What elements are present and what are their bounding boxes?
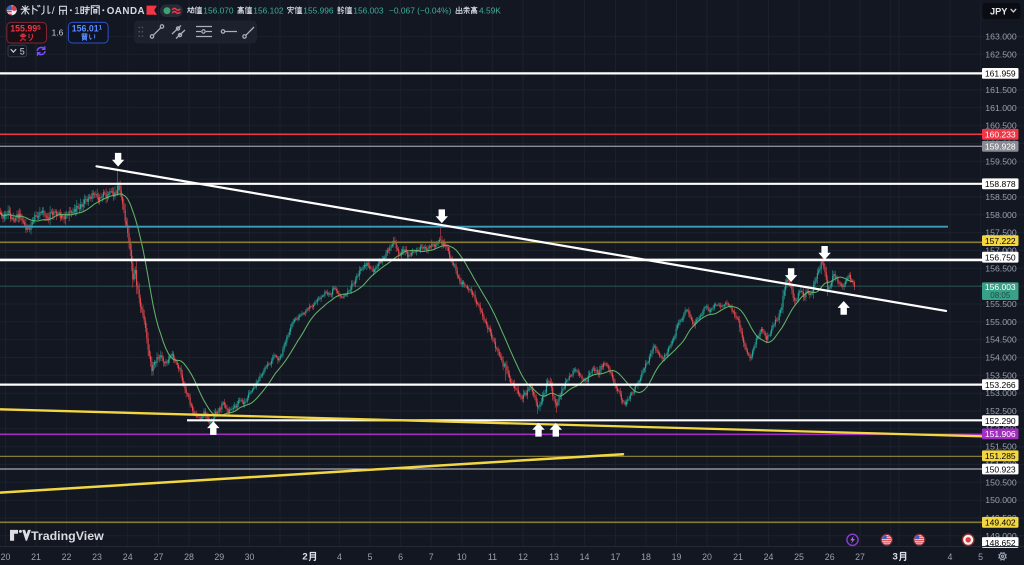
svg-text:153.500: 153.500 [985,370,1017,380]
svg-text:153.266: 153.266 [985,380,1016,390]
svg-text:150.500: 150.500 [985,477,1017,487]
svg-text:155.000: 155.000 [985,317,1017,327]
svg-text:3: 3 [893,551,898,562]
svg-text:TradingView: TradingView [31,529,104,543]
svg-text:4: 4 [337,552,342,562]
svg-text:155.996: 155.996 [303,6,334,16]
svg-text:5: 5 [20,47,25,57]
svg-text:151.906: 151.906 [985,429,1016,439]
svg-text:151.285: 151.285 [985,451,1016,461]
svg-text:151.500: 151.500 [985,442,1017,452]
svg-text:154.000: 154.000 [985,353,1017,363]
svg-text:4.59K: 4.59K [479,6,501,16]
svg-text:156.003: 156.003 [985,282,1016,292]
svg-text:154.500: 154.500 [985,335,1017,345]
svg-text:148.652: 148.652 [985,538,1016,548]
svg-text:11: 11 [488,552,497,562]
svg-text:29: 29 [214,552,224,562]
svg-text:156.102: 156.102 [253,6,284,16]
svg-text:24: 24 [123,552,133,562]
svg-text:156.011: 156.011 [72,24,103,34]
svg-text:26: 26 [825,552,835,562]
svg-text:10: 10 [457,552,467,562]
svg-text:14: 14 [580,552,590,562]
svg-text:−0.067 (−0.04%): −0.067 (−0.04%) [389,6,452,16]
svg-text:JPY: JPY [990,6,1007,16]
svg-text:160.500: 160.500 [985,121,1017,131]
svg-text:159.500: 159.500 [985,156,1017,166]
svg-text:6: 6 [398,552,403,562]
svg-text:149.000: 149.000 [985,531,1017,541]
svg-text:158.500: 158.500 [985,192,1017,202]
svg-text:162.500: 162.500 [985,49,1017,59]
svg-text:21: 21 [733,552,743,562]
svg-text:5: 5 [368,552,373,562]
svg-text:153.000: 153.000 [985,388,1017,398]
svg-text:17: 17 [611,552,621,562]
svg-text:157.000: 157.000 [985,246,1017,256]
svg-text:20: 20 [1,552,11,562]
svg-text:23: 23 [92,552,102,562]
svg-text:13: 13 [549,552,559,562]
svg-text:/: / [52,5,55,17]
svg-text:161.500: 161.500 [985,85,1017,95]
svg-text:1: 1 [74,6,80,17]
svg-text:156.070: 156.070 [203,6,234,16]
svg-text:150.923: 150.923 [985,464,1016,474]
svg-text:160.233: 160.233 [985,130,1016,140]
svg-text:28: 28 [184,552,194,562]
svg-text:30: 30 [245,552,255,562]
svg-text:157.222: 157.222 [985,236,1016,246]
svg-text:152.500: 152.500 [985,406,1017,416]
svg-text:157.500: 157.500 [985,228,1017,238]
svg-text:27: 27 [154,552,164,562]
svg-text:156.750: 156.750 [985,253,1016,263]
svg-text:25: 25 [794,552,804,562]
svg-text:5: 5 [978,552,983,562]
svg-text:158.000: 158.000 [985,210,1017,220]
svg-text:163.000: 163.000 [985,32,1017,42]
svg-text:24: 24 [764,552,774,562]
svg-text:149.402: 149.402 [985,518,1016,528]
svg-text:22: 22 [62,552,72,562]
svg-text:156.003: 156.003 [353,6,384,16]
svg-text:158.878: 158.878 [985,179,1016,189]
svg-text:19: 19 [672,552,682,562]
svg-text:155.995: 155.995 [10,24,41,34]
svg-text:OANDA: OANDA [107,6,145,17]
svg-text:156.500: 156.500 [985,263,1017,273]
svg-text:1.6: 1.6 [52,28,64,38]
svg-text:7: 7 [429,552,434,562]
svg-text:18: 18 [641,552,651,562]
svg-text:161.959: 161.959 [985,69,1016,79]
svg-text:21: 21 [31,552,41,562]
svg-text:155.500: 155.500 [985,299,1017,309]
svg-text:152.290: 152.290 [985,416,1016,426]
svg-text:27: 27 [855,552,865,562]
svg-text:20: 20 [702,552,712,562]
svg-text:159.928: 159.928 [985,142,1016,152]
svg-text:08:05: 08:05 [990,291,1011,300]
svg-text:4: 4 [948,552,953,562]
svg-text:2: 2 [302,551,307,562]
svg-text:161.000: 161.000 [985,103,1017,113]
svg-text:150.000: 150.000 [985,495,1017,505]
svg-text:12: 12 [518,552,528,562]
